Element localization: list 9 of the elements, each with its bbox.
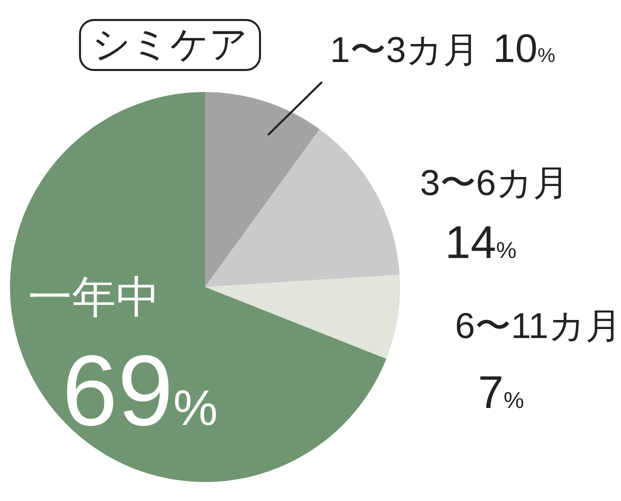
data-label: 10% [493,27,556,71]
slice-label: 1〜3カ月 [330,29,480,70]
data-label: 69% [62,335,218,447]
data-label: 7% [478,366,524,418]
slice-label: 6〜11カ月 [455,305,621,346]
chart-title: シミケア [92,24,248,66]
slice-label: 一年中 [28,273,160,322]
slice-label: 3〜6カ月 [420,162,570,203]
data-label: 14% [445,216,517,268]
